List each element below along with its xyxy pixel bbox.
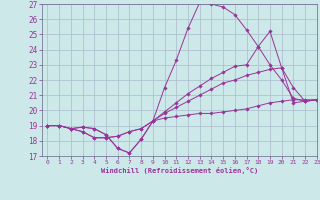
X-axis label: Windchill (Refroidissement éolien,°C): Windchill (Refroidissement éolien,°C) [100,167,258,174]
